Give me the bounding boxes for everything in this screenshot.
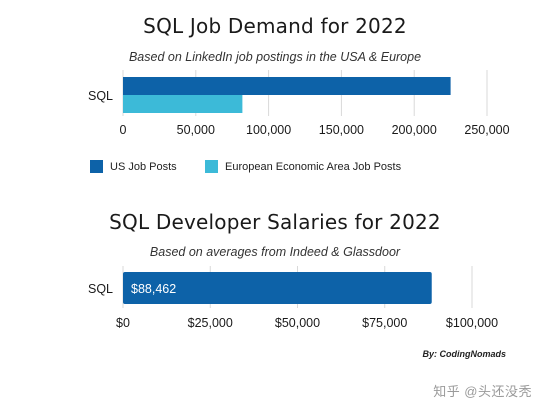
legend-item-us: US Job Posts [90,160,177,173]
x-tick-label: $25,000 [188,316,233,330]
y-category-label: SQL [88,89,113,103]
credit-text: By: CodingNomads [422,349,506,359]
chart1-subtitle: Based on LinkedIn job postings in the US… [128,50,422,64]
x-tick-label: 0 [120,123,127,137]
y-category-label: SQL [88,282,113,296]
x-tick-label: 200,000 [392,123,437,137]
x-tick-label: $0 [116,316,130,330]
x-tick-label: $75,000 [362,316,407,330]
x-tick-label: 50,000 [177,123,215,137]
chart2-subtitle: Based on averages from Indeed & Glassdoo… [149,245,401,259]
bar [123,77,451,95]
watermark-text: 知乎 @头还没秃 [433,384,532,399]
x-tick-label: 150,000 [319,123,364,137]
x-tick-label: $50,000 [275,316,320,330]
legend-label-us: US Job Posts [110,160,177,173]
legend-label-eea: European Economic Area Job Posts [225,160,402,173]
legend-item-eea: European Economic Area Job Posts [205,160,401,173]
chart2-title: SQL Developer Salaries for 2022 [109,210,441,234]
x-tick-label: 250,000 [464,123,509,137]
x-tick-label: 100,000 [246,123,291,137]
chart1-title: SQL Job Demand for 2022 [143,14,407,38]
bar [123,272,432,304]
legend-swatch-us [90,160,103,173]
bar [123,95,243,113]
legend-swatch-eea [205,160,218,173]
x-tick-label: $100,000 [446,316,498,330]
data-label: $88,462 [131,282,176,296]
